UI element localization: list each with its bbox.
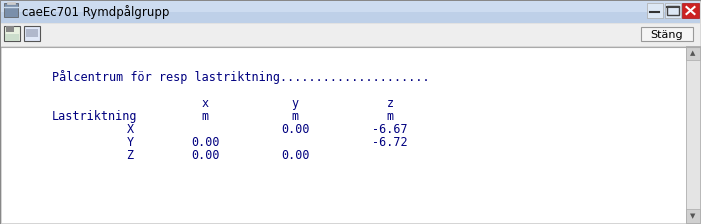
Text: ▼: ▼	[690, 213, 695, 219]
Text: 0.00: 0.00	[191, 136, 219, 149]
Text: X: X	[126, 123, 134, 136]
Text: -6.67: -6.67	[372, 123, 408, 136]
Text: Stäng: Stäng	[651, 30, 683, 39]
Text: m: m	[292, 110, 299, 123]
Text: z: z	[386, 97, 393, 110]
Text: m: m	[386, 110, 393, 123]
Text: 0.00: 0.00	[280, 123, 309, 136]
FancyBboxPatch shape	[5, 34, 19, 41]
Text: x: x	[201, 97, 209, 110]
FancyBboxPatch shape	[26, 29, 38, 37]
Text: Pålcentrum för resp lastriktning.....................: Pålcentrum för resp lastriktning........…	[52, 70, 430, 84]
Text: ▲: ▲	[690, 50, 695, 56]
FancyBboxPatch shape	[665, 3, 681, 18]
FancyBboxPatch shape	[686, 46, 700, 223]
FancyBboxPatch shape	[682, 3, 699, 18]
FancyBboxPatch shape	[4, 26, 20, 41]
Text: Lastriktning: Lastriktning	[52, 110, 137, 123]
Text: 0.00: 0.00	[191, 149, 219, 162]
Text: Z: Z	[126, 149, 134, 162]
FancyBboxPatch shape	[641, 27, 693, 41]
FancyBboxPatch shape	[6, 26, 14, 32]
FancyBboxPatch shape	[1, 46, 686, 223]
Text: m: m	[201, 110, 209, 123]
FancyBboxPatch shape	[686, 209, 700, 223]
FancyBboxPatch shape	[24, 26, 40, 41]
Text: 0.00: 0.00	[280, 149, 309, 162]
FancyBboxPatch shape	[1, 1, 700, 23]
FancyBboxPatch shape	[647, 3, 663, 18]
FancyBboxPatch shape	[4, 3, 18, 17]
Text: y: y	[292, 97, 299, 110]
Text: -6.72: -6.72	[372, 136, 408, 149]
Text: caeEc701 Rymdpålgrupp: caeEc701 Rymdpålgrupp	[22, 5, 170, 19]
FancyBboxPatch shape	[686, 46, 700, 60]
FancyBboxPatch shape	[1, 23, 700, 47]
Text: Y: Y	[126, 136, 134, 149]
FancyBboxPatch shape	[1, 1, 700, 12]
